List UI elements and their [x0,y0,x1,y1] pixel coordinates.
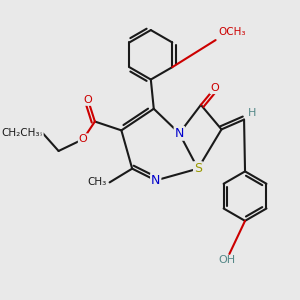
Text: H: H [248,108,256,118]
Text: CH₂CH₃: CH₂CH₃ [7,128,43,138]
Text: O: O [84,95,92,105]
Text: O: O [79,134,88,144]
Text: CH₂CH₃: CH₂CH₃ [2,128,40,138]
Text: S: S [194,162,202,175]
Text: OCH₃: OCH₃ [218,27,246,37]
Text: OH: OH [218,255,235,266]
Text: O: O [210,83,219,93]
Text: N: N [151,174,160,187]
Text: CH₃: CH₃ [88,177,107,188]
Text: N: N [175,127,184,140]
